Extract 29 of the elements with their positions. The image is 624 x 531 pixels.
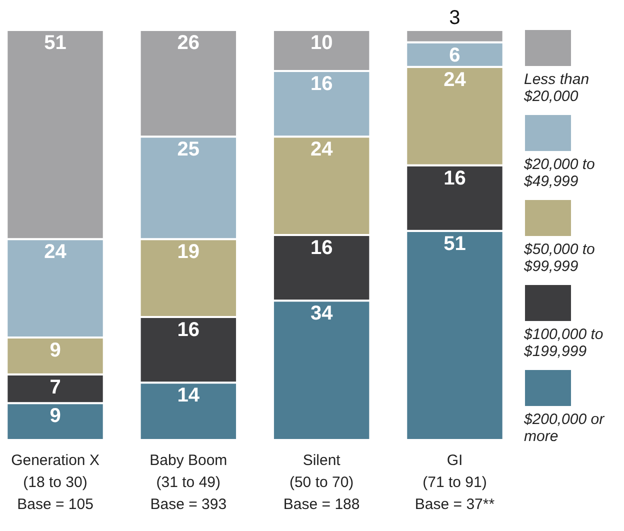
data-label: 6: [449, 44, 460, 66]
x-tick-label: GI (71 to 91) Base = 37**: [414, 452, 495, 513]
data-label: 24: [310, 138, 334, 161]
legend-label: $100,000 to $199,999: [523, 326, 604, 360]
legend-label: $20,000 to $49,999: [523, 156, 595, 190]
data-label: 16: [177, 319, 200, 341]
x-tick-label: Generation X (18 to 30) Base = 105: [11, 452, 100, 513]
data-label: 51: [444, 232, 466, 255]
data-label: 26: [177, 32, 200, 54]
x-tick-label: Silent (50 to 70) Base = 188: [283, 452, 360, 513]
data-label: 19: [177, 241, 200, 264]
data-label: 24: [44, 241, 68, 264]
data-label: 24: [444, 68, 467, 91]
data-label: 25: [177, 138, 200, 161]
data-label: 7: [50, 376, 61, 398]
data-label: 14: [177, 384, 200, 407]
legend-label: Less than $20,000: [523, 71, 590, 105]
legend-label: $50,000 to $99,999: [523, 241, 595, 275]
data-label: 16: [310, 237, 333, 259]
data-label: 51: [44, 32, 66, 54]
data-label: 10: [310, 32, 333, 54]
data-label: 16: [444, 167, 466, 190]
legend-label: $200,000 or more: [523, 411, 606, 445]
data-label: 16: [310, 73, 333, 95]
data-label: 9: [50, 340, 61, 362]
data-label: 9: [50, 405, 61, 428]
data-label: 3: [449, 7, 460, 29]
x-tick-label: Baby Boom (31 to 49) Base = 393: [150, 452, 228, 513]
data-label: 34: [310, 302, 334, 325]
